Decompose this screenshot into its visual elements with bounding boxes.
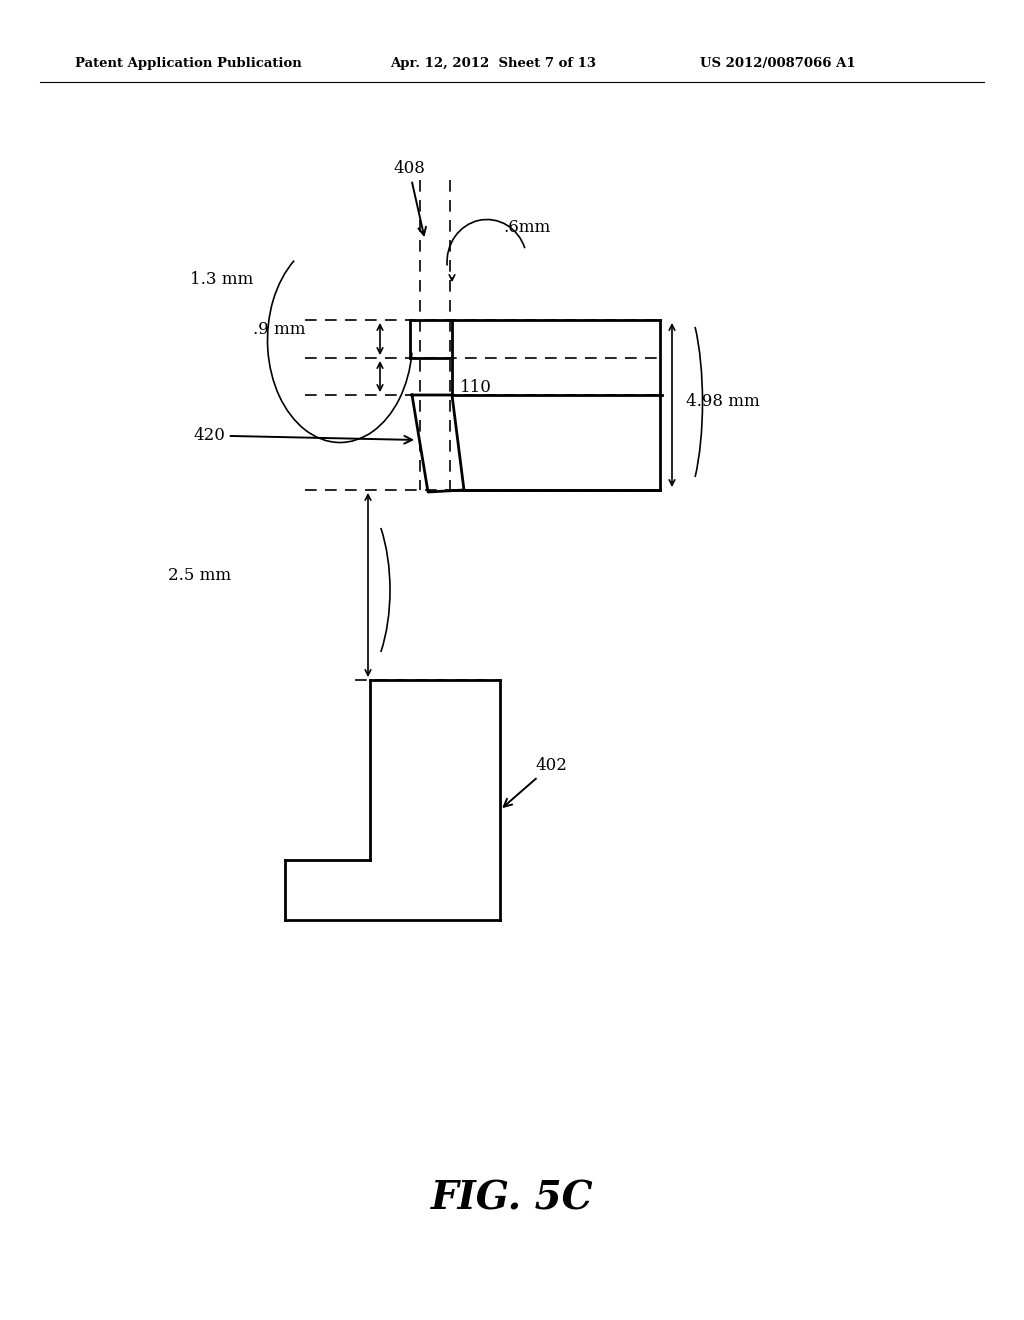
Text: .6mm: .6mm [503,219,550,236]
Text: 4.98 mm: 4.98 mm [686,393,760,411]
Text: 110: 110 [460,380,492,396]
Text: Apr. 12, 2012  Sheet 7 of 13: Apr. 12, 2012 Sheet 7 of 13 [390,57,596,70]
Text: US 2012/0087066 A1: US 2012/0087066 A1 [700,57,856,70]
Text: 2.5 mm: 2.5 mm [168,566,231,583]
Text: 402: 402 [504,756,567,807]
Text: 408: 408 [393,160,426,235]
Text: FIG. 5C: FIG. 5C [431,1179,593,1217]
Text: 1.3 mm: 1.3 mm [190,272,253,289]
Text: .9 mm: .9 mm [253,322,305,338]
Text: Patent Application Publication: Patent Application Publication [75,57,302,70]
Text: 420: 420 [193,426,412,444]
